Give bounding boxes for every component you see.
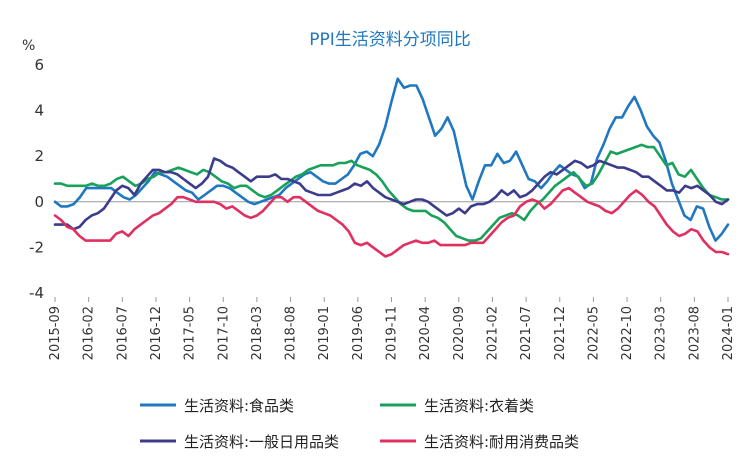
x-tick-label: 2020-04 [418, 306, 433, 360]
legend-label-4: 生活资料:耐用消费品类 [424, 433, 579, 451]
y-unit-label: % [22, 38, 35, 54]
x-tick-label: 2015-09 [48, 306, 63, 360]
series-line-1 [53, 77, 730, 242]
series-line-4 [53, 186, 730, 258]
y-tick-label: -4 [29, 284, 44, 302]
y-tick-label: 4 [34, 102, 44, 120]
x-tick-label: 2021-07 [519, 306, 534, 360]
x-tick-label: 2021-02 [485, 306, 500, 360]
plot-area [53, 77, 730, 258]
y-tick-label: -2 [29, 238, 44, 256]
x-tick-label: 2024-01 [721, 306, 736, 360]
x-tick-label: 2016-12 [149, 306, 164, 360]
x-tick-label: 2017-05 [183, 306, 198, 360]
x-tick-label: 2022-10 [620, 306, 635, 360]
x-tick-label: 2023-08 [687, 306, 702, 360]
x-axis: 2015-09 2016-02 2016-07 2016-12 2017-05 2017-… [48, 201, 736, 360]
legend-label-1: 生活资料:食品类 [184, 397, 294, 415]
y-tick-label: 0 [34, 193, 44, 211]
legend-label-3: 生活资料:一般日用品类 [184, 433, 339, 451]
x-tick-label: 2019-11 [385, 306, 400, 360]
x-tick-label: 2022-05 [586, 306, 601, 360]
x-tick-label: 2018-03 [250, 306, 265, 360]
x-tick-label: 2019-01 [317, 306, 332, 360]
x-tick-label: 2023-03 [654, 306, 669, 360]
series-line-3 [53, 157, 730, 231]
y-tick-label: 2 [34, 147, 44, 165]
x-tick-label: 2017-10 [216, 306, 231, 360]
legend-label-2: 生活资料:衣着类 [424, 397, 534, 415]
series-line-2 [53, 143, 730, 242]
x-tick-label: 2018-08 [284, 306, 299, 360]
x-tick-label: 2016-02 [82, 306, 97, 360]
y-tick-label: 6 [34, 56, 44, 74]
x-tick-label: 2019-06 [351, 306, 366, 360]
chart-title: PPI生活资料分项同比 [309, 30, 471, 50]
y-axis: -4 -2 0 2 4 6 [29, 56, 44, 302]
x-tick-label: 2021-12 [553, 306, 568, 360]
x-tick-label: 2016-07 [115, 306, 130, 360]
x-tick-label: 2020-09 [452, 306, 467, 360]
